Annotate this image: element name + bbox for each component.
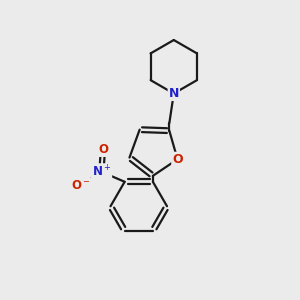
Text: O$^-$: O$^-$ [71,179,91,192]
Text: N$^+$: N$^+$ [92,164,111,179]
Text: O: O [172,153,183,166]
Text: O: O [98,143,108,156]
Text: N: N [169,87,179,100]
